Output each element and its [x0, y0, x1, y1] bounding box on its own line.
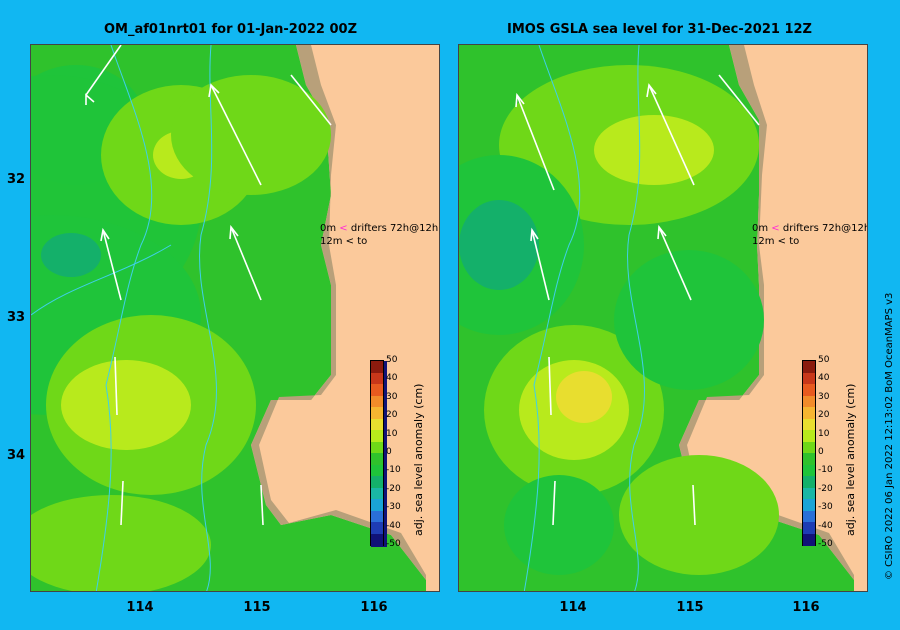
colorbar-title-left: adj. sea level anomaly (cm) [412, 383, 425, 536]
colorbar-tick-label: 50 [818, 355, 830, 365]
colorbar-tick-label: 10 [818, 428, 830, 439]
x-tick: 116 [360, 600, 388, 615]
sea-level-map-gsla [459, 45, 854, 591]
colorbar-tick-label: 10 [386, 428, 398, 439]
high-zone [171, 75, 331, 195]
colorbar-tick-label: 40 [818, 373, 830, 384]
colorbar-tick-label: -30 [386, 502, 401, 513]
colorbar-tick-label: 0 [386, 447, 392, 457]
drifter-legend-pink: 0m < drifters 72h@12h [320, 223, 439, 234]
colorbar-swatch [371, 499, 383, 511]
panel-1-title: OM_af01nrt01 for 01-Jan-2022 00Z [104, 22, 357, 37]
colorbar-swatch [371, 464, 383, 477]
colorbar-swatch [803, 487, 815, 500]
colorbar-swatch [803, 533, 815, 546]
colorbar-swatch [803, 418, 815, 431]
colorbar-swatch [803, 499, 815, 511]
isobath [627, 45, 645, 591]
x-tick: 116 [792, 600, 820, 615]
colorbar-tick-label: -40 [818, 520, 833, 531]
colorbar-swatch [371, 522, 383, 534]
credit-text: © CSIRO 2022 06 Jan 2022 12:13:02 BoM Oc… [884, 292, 895, 580]
colorbar-swatch [371, 430, 383, 442]
high-core [594, 115, 714, 185]
colorbar-tick-label: -10 [386, 465, 401, 476]
colorbar-tick-label: 30 [386, 391, 398, 402]
colorbar-tick-label: -40 [386, 520, 401, 531]
colorbar-swatch [371, 395, 383, 408]
colorbar-right [802, 360, 816, 546]
y-tick: 33 [6, 310, 26, 325]
colorbar-swatch [803, 476, 815, 488]
drifter-legend-black: 12m < to [320, 236, 368, 247]
colorbar-tick-label: 20 [818, 410, 830, 421]
colorbar-swatch [371, 441, 383, 454]
velocity-arrows [85, 45, 332, 526]
colorbar-swatch [803, 510, 815, 523]
colorbar-swatch [371, 361, 383, 373]
sea-level-map-model [31, 45, 426, 591]
colorbar-tick-label: -10 [818, 465, 833, 476]
colorbar-swatch [371, 487, 383, 500]
colorbar-swatch [803, 441, 815, 454]
colorbar-tick-label: 50 [386, 355, 398, 365]
low-core [459, 200, 539, 290]
colorbar-swatch [803, 522, 815, 534]
high-zone [31, 495, 211, 591]
colorbar-swatch [803, 384, 815, 396]
drifter-legend-black: 12m < to [752, 236, 800, 247]
colorbar-swatch [803, 464, 815, 477]
colorbar-tick-label: 30 [818, 391, 830, 402]
colorbar-tick-label: 0 [818, 447, 824, 457]
colorbar-swatch [371, 418, 383, 431]
isobath [31, 244, 172, 316]
panel-2-title: IMOS GSLA sea level for 31-Dec-2021 12Z [507, 22, 812, 37]
colorbar-swatch [371, 384, 383, 396]
x-tick: 114 [559, 600, 587, 615]
x-tick: 114 [126, 600, 154, 615]
x-tick: 115 [243, 600, 271, 615]
colorbar-tick-label: -50 [818, 539, 833, 549]
map-panel-model[interactable]: 0m < drifters 72h@12h 12m < to [30, 44, 440, 592]
colorbar-swatch [371, 372, 383, 385]
colorbar-swatch [803, 372, 815, 385]
colorbar-left [370, 360, 384, 546]
colorbar-swatch [803, 361, 815, 373]
x-tick: 115 [676, 600, 704, 615]
colorbar-title-right: adj. sea level anomaly (cm) [844, 383, 857, 536]
colorbar-swatch [803, 407, 815, 419]
colorbar-tick-label: -50 [386, 539, 401, 549]
map-panel-gsla[interactable]: 0m < drifters 72h@12h 12m < to [458, 44, 868, 592]
low-zone [614, 250, 764, 390]
drifter-legend-pink: 0m < drifters 72h@12h [752, 223, 868, 234]
colorbar-swatch [371, 510, 383, 523]
y-tick: 34 [6, 448, 26, 463]
colorbar-swatch [803, 430, 815, 442]
colorbar-tick-label: -20 [386, 483, 401, 494]
isobath [523, 45, 581, 591]
y-tick: 32 [6, 172, 26, 187]
velocity-arrows [515, 74, 760, 526]
isobath [199, 45, 217, 591]
low-core [41, 233, 101, 277]
colorbar-swatch [803, 453, 815, 465]
isobath [95, 45, 153, 591]
colorbar-tick-label: -20 [818, 483, 833, 494]
colorbar-swatch [371, 407, 383, 419]
low-zone [504, 475, 614, 575]
high-zone [619, 455, 779, 575]
colorbar-tick-label: -30 [818, 502, 833, 513]
colorbar-swatch [803, 395, 815, 408]
colorbar-swatch [371, 533, 383, 546]
colorbar-tick-label: 40 [386, 373, 398, 384]
high-core [556, 371, 612, 423]
colorbar-swatch [371, 453, 383, 465]
colorbar-tick-label: 20 [386, 410, 398, 421]
colorbar-swatch [371, 476, 383, 488]
high-core [61, 360, 191, 450]
